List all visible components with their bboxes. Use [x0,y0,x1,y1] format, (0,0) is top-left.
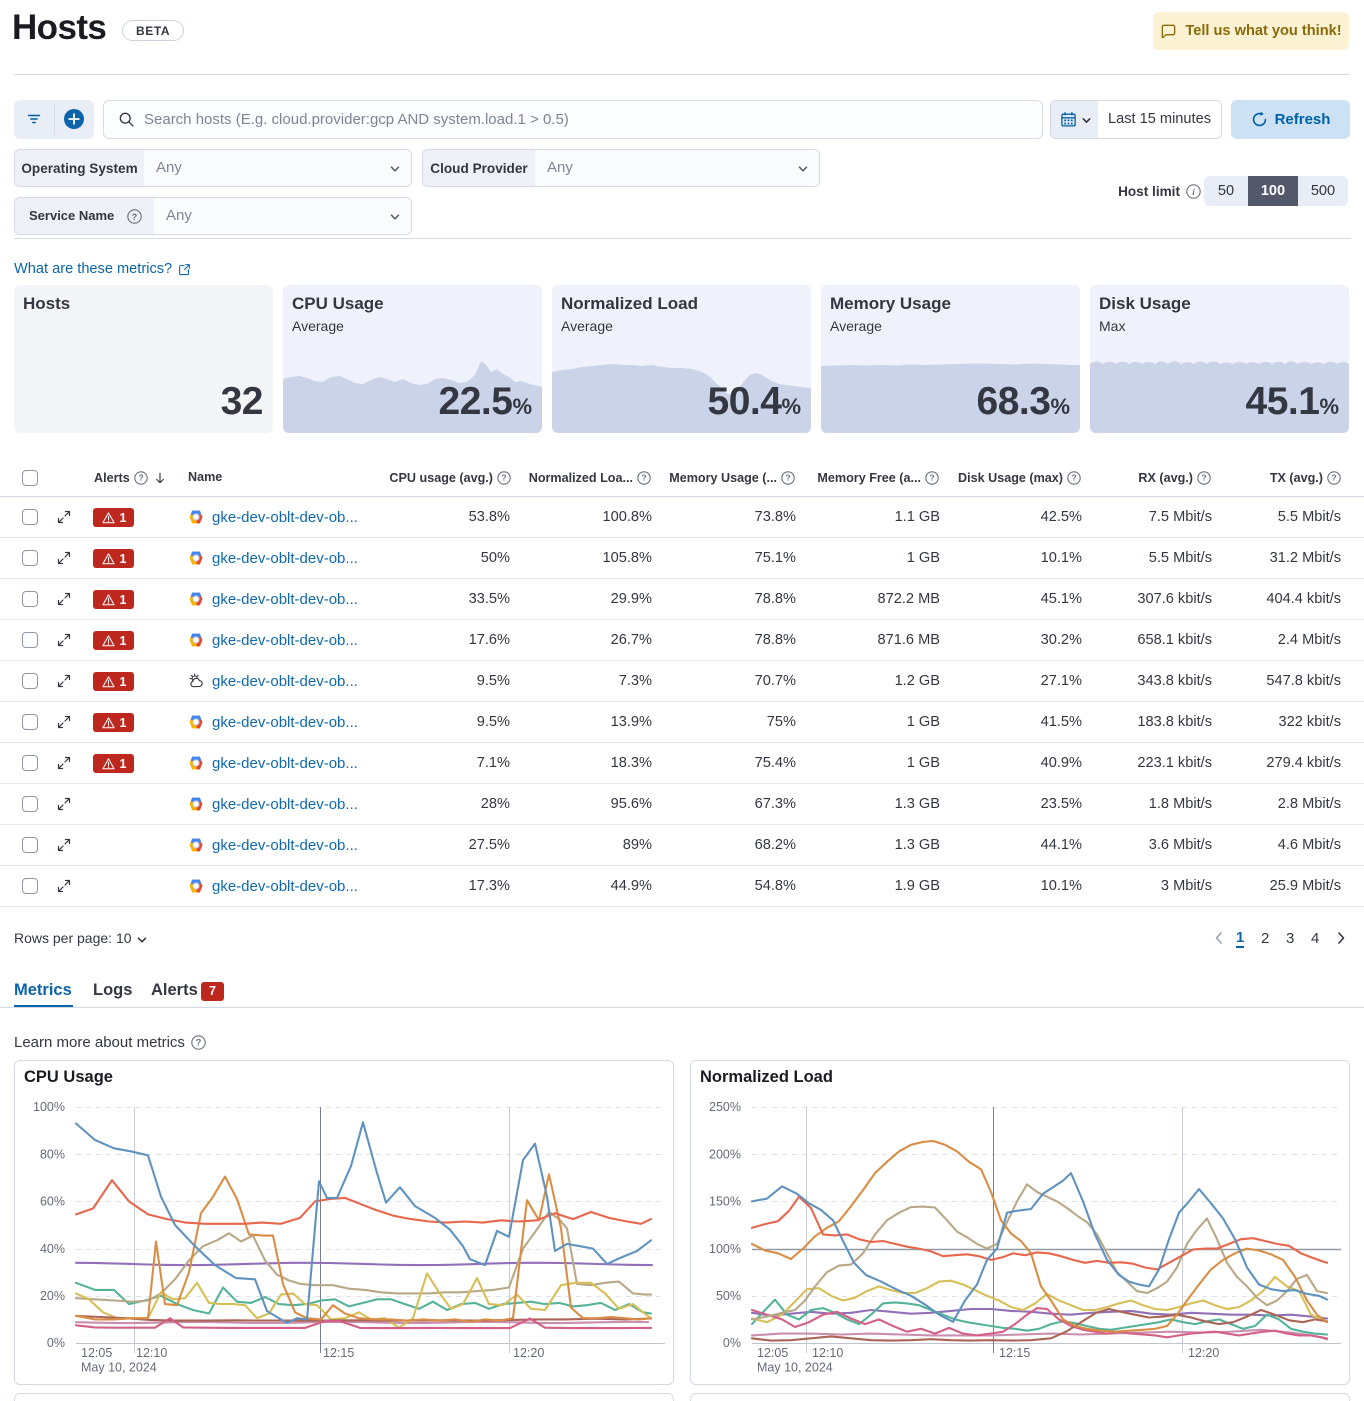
svg-text:?: ? [138,473,143,483]
svg-text:?: ? [196,1037,202,1047]
svg-text:40%: 40% [40,1242,65,1256]
svg-text:?: ? [785,473,790,483]
svg-text:80%: 80% [40,1147,65,1161]
svg-text:200%: 200% [709,1147,741,1161]
svg-text:250%: 250% [709,1100,741,1114]
svg-text:20%: 20% [40,1289,65,1303]
svg-text:0%: 0% [47,1336,65,1350]
svg-text:May 10, 2024: May 10, 2024 [81,1361,157,1375]
svg-text:12:10: 12:10 [136,1346,167,1360]
svg-text:12:15: 12:15 [999,1346,1030,1360]
svg-text:50%: 50% [716,1289,741,1303]
svg-text:12:20: 12:20 [513,1346,544,1360]
svg-text:12:10: 12:10 [812,1346,843,1360]
svg-text:12:15: 12:15 [323,1346,354,1360]
svg-text:0%: 0% [723,1336,741,1350]
svg-text:May 10, 2024: May 10, 2024 [757,1361,833,1375]
svg-text:?: ? [641,473,646,483]
svg-text:12:05: 12:05 [757,1346,788,1360]
svg-text:100%: 100% [709,1242,741,1256]
svg-text:?: ? [1331,473,1336,483]
svg-text:?: ? [501,473,506,483]
svg-text:i: i [1192,188,1195,198]
svg-text:?: ? [1071,473,1076,483]
svg-text:60%: 60% [40,1195,65,1209]
svg-text:150%: 150% [709,1195,741,1209]
svg-text:?: ? [1201,473,1206,483]
svg-text:12:20: 12:20 [1188,1346,1219,1360]
svg-text:100%: 100% [33,1100,65,1114]
svg-text:?: ? [132,212,138,222]
svg-text:?: ? [929,473,934,483]
svg-text:12:05: 12:05 [81,1346,112,1360]
